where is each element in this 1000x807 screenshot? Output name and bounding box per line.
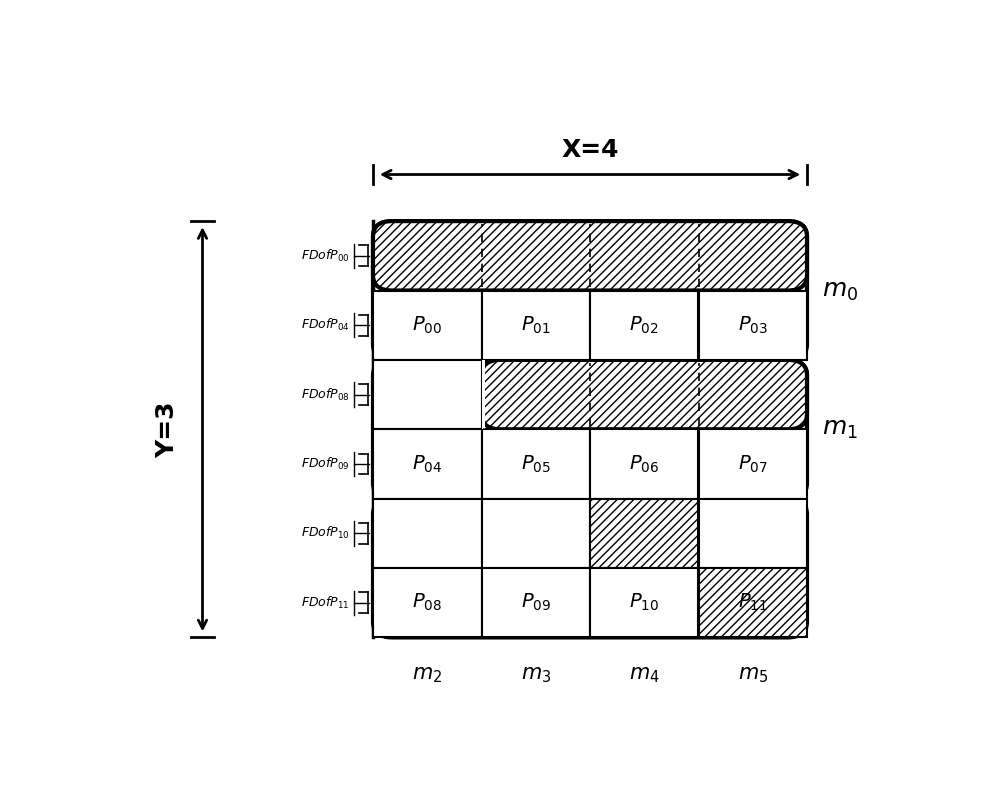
Bar bbox=[482, 360, 485, 429]
Text: $\mathit{P_{05}}$: $\mathit{P_{05}}$ bbox=[521, 454, 551, 475]
Text: $\mathit{FD of P_{11}}$: $\mathit{FD of P_{11}}$ bbox=[301, 595, 350, 611]
Bar bbox=[590, 568, 698, 638]
FancyBboxPatch shape bbox=[373, 360, 807, 499]
Text: $\mathit{P_{10}}$: $\mathit{P_{10}}$ bbox=[629, 592, 659, 613]
Text: $\mathit{FD of P_{10}}$: $\mathit{FD of P_{10}}$ bbox=[301, 525, 350, 541]
Bar bbox=[373, 499, 482, 568]
FancyBboxPatch shape bbox=[482, 360, 807, 429]
FancyBboxPatch shape bbox=[373, 499, 807, 638]
Text: $\mathbf{\mathit{m_{2}}}$: $\mathbf{\mathit{m_{2}}}$ bbox=[412, 665, 442, 684]
Bar bbox=[698, 291, 807, 360]
Text: $\mathbf{\mathit{m_{5}}}$: $\mathbf{\mathit{m_{5}}}$ bbox=[738, 665, 768, 684]
Bar bbox=[698, 499, 807, 568]
Bar bbox=[698, 568, 807, 638]
Text: $\mathit{P_{11}}$: $\mathit{P_{11}}$ bbox=[738, 592, 768, 613]
Text: $\mathbf{\mathit{m_{0}}}$: $\mathbf{\mathit{m_{0}}}$ bbox=[822, 278, 859, 303]
Text: $\mathbf{\mathit{m_{1}}}$: $\mathbf{\mathit{m_{1}}}$ bbox=[822, 417, 858, 441]
Bar bbox=[373, 429, 482, 499]
FancyBboxPatch shape bbox=[373, 221, 807, 360]
Text: $\mathbf{\mathit{m_{4}}}$: $\mathbf{\mathit{m_{4}}}$ bbox=[629, 665, 660, 684]
Bar bbox=[373, 291, 482, 360]
Text: $\mathbf{\mathit{m_{3}}}$: $\mathbf{\mathit{m_{3}}}$ bbox=[521, 665, 551, 684]
Text: $\mathit{P_{03}}$: $\mathit{P_{03}}$ bbox=[738, 315, 768, 336]
Text: $\mathit{P_{04}}$: $\mathit{P_{04}}$ bbox=[412, 454, 442, 475]
Bar bbox=[590, 429, 698, 499]
Bar bbox=[590, 291, 698, 360]
Text: X=4: X=4 bbox=[561, 138, 619, 161]
Text: $\mathit{P_{00}}$: $\mathit{P_{00}}$ bbox=[412, 315, 442, 336]
Text: $\mathit{FD of P_{00}}$: $\mathit{FD of P_{00}}$ bbox=[301, 248, 350, 264]
Bar bbox=[590, 499, 698, 568]
Bar bbox=[373, 360, 482, 429]
Text: $\mathit{FD of P_{08}}$: $\mathit{FD of P_{08}}$ bbox=[301, 387, 350, 403]
Bar bbox=[482, 429, 590, 499]
Text: $\mathit{FD of P_{04}}$: $\mathit{FD of P_{04}}$ bbox=[301, 317, 350, 333]
Text: Y=3: Y=3 bbox=[156, 401, 180, 458]
Text: $\mathit{P_{07}}$: $\mathit{P_{07}}$ bbox=[738, 454, 768, 475]
Text: $\mathit{FD of P_{09}}$: $\mathit{FD of P_{09}}$ bbox=[301, 456, 350, 472]
Bar bbox=[698, 429, 807, 499]
Text: $\mathit{P_{02}}$: $\mathit{P_{02}}$ bbox=[629, 315, 659, 336]
Bar bbox=[373, 568, 482, 638]
Bar bbox=[482, 499, 590, 568]
Text: $\mathit{P_{08}}$: $\mathit{P_{08}}$ bbox=[412, 592, 442, 613]
Bar bbox=[482, 568, 590, 638]
Bar bbox=[482, 291, 590, 360]
FancyBboxPatch shape bbox=[373, 221, 807, 291]
Text: $\mathit{P_{06}}$: $\mathit{P_{06}}$ bbox=[629, 454, 659, 475]
Text: $\mathit{P_{01}}$: $\mathit{P_{01}}$ bbox=[521, 315, 551, 336]
Text: $\mathit{P_{09}}$: $\mathit{P_{09}}$ bbox=[521, 592, 551, 613]
